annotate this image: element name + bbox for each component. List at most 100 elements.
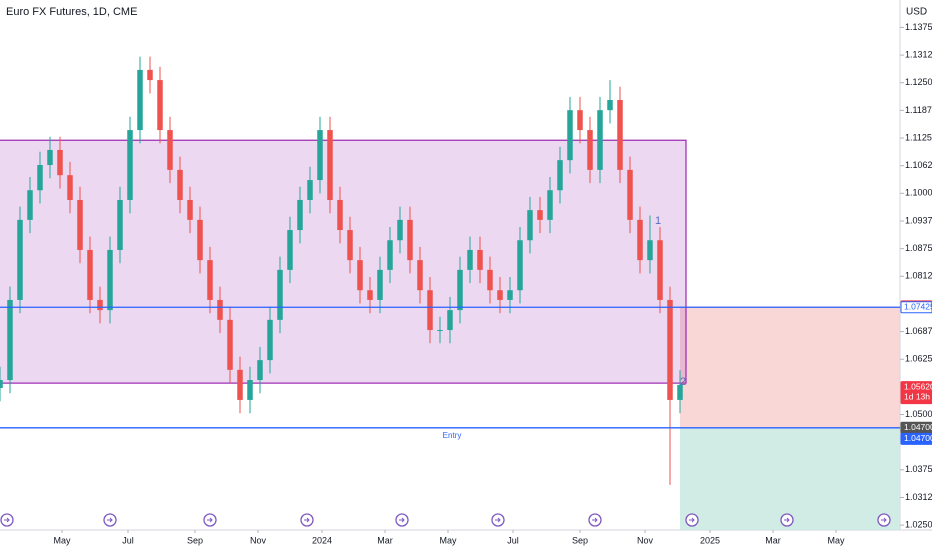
candle-body [227,319,233,370]
price-label: 1.07425 [904,301,932,311]
candle-body [677,384,683,400]
plot-area [0,56,900,530]
x-tick-label: 2024 [312,535,332,545]
candle-body [307,180,313,200]
y-tick-label: 1.06250 [905,354,932,364]
x-tick-label: Mar [377,535,393,545]
candle-body [207,260,213,300]
candle-body [97,299,103,311]
candle-body [667,299,673,400]
stop-zone [680,306,900,428]
chart-title: Euro FX Futures, 1D, CME [6,6,137,18]
x-tick-label: Jul [507,535,519,545]
event-icon-arrow [592,517,598,523]
candle-body [517,240,523,291]
candle-body [547,190,553,220]
candle-body [57,149,63,176]
candle-body [277,269,283,320]
event-icon-arrow [399,517,405,523]
y-tick-label: 1.10000 [905,188,932,198]
overlay: 1 2 Entry [0,215,900,527]
candle-body [617,99,623,170]
candle-body [27,190,33,220]
candle-body [107,249,113,311]
candle-body [67,175,73,200]
x-tick-label: May [439,535,457,545]
candle-body [467,249,473,270]
candle-body [597,110,603,170]
candle-body [167,130,173,170]
y-tick-label: 1.10625 [905,160,932,170]
candle-body [357,260,363,291]
y-tick-label: 1.11875 [905,105,932,115]
event-icon-arrow [4,517,10,523]
y-tick-label: 1.05000 [905,409,932,419]
event-icon-arrow [784,517,790,523]
y-tick-label: 1.03125 [905,492,932,502]
x-tick-label: Sep [572,535,588,545]
candle-body [247,380,253,400]
candle-body [217,299,223,320]
y-tick-label: 1.08125 [905,271,932,281]
candle-body [537,210,543,220]
price-label: 1.05620 [904,381,932,391]
candle-body [187,199,193,220]
candle-body [347,230,353,261]
currency-label: USD [906,7,927,18]
countdown: 1d 13h [904,391,930,401]
x-tick-label: Nov [250,535,267,545]
y-tick-label: 1.06875 [905,326,932,336]
event-icon-arrow [304,517,310,523]
y-tick-label: 1.13125 [905,49,932,59]
candle-body [297,199,303,231]
candle-body [507,290,513,300]
candle-body [417,260,423,291]
candle-body [7,299,13,381]
annotation: 2 [680,376,686,388]
candle-body [337,199,343,231]
event-icon-arrow [107,517,113,523]
range-box [0,139,687,384]
candle-body [137,69,143,131]
candle-body [637,219,643,261]
candle-body [197,219,203,261]
candle-body [257,360,263,381]
y-tick-label: 1.08750 [905,243,932,253]
y-tick-label: 1.03750 [905,464,932,474]
candle-body [447,310,453,331]
candle-body [497,290,503,300]
candle-body [17,219,23,300]
price-label-bg [900,301,932,314]
candle-body [527,210,533,241]
candle-body [147,69,153,81]
candle-body [457,269,463,311]
price-label: 1.04700 [904,433,932,443]
candle-body [77,199,83,250]
candle-body [317,130,323,181]
annotation: 1 [655,215,661,227]
candle-body [367,290,373,300]
candle-body [607,99,613,111]
x-tick-label: May [827,535,845,545]
x-tick-label: 2025 [700,535,720,545]
target-zone [680,427,900,530]
candle-body [177,169,183,200]
candle-body [427,290,433,331]
candle-body [487,269,493,291]
candle-body [377,269,383,300]
price-label-bg [900,432,932,445]
candle-body [237,369,243,400]
event-icon-arrow [207,517,213,523]
x-tick-label: Nov [637,535,654,545]
candle-body [397,219,403,241]
y-tick-label: 1.11250 [905,132,932,142]
annotation: Entry [443,431,462,440]
candle-body [557,160,563,191]
candle-body [407,219,413,261]
candle-body [437,330,443,332]
candle-body [267,319,273,361]
event-icon-arrow [689,517,695,523]
candle-body [577,110,583,131]
